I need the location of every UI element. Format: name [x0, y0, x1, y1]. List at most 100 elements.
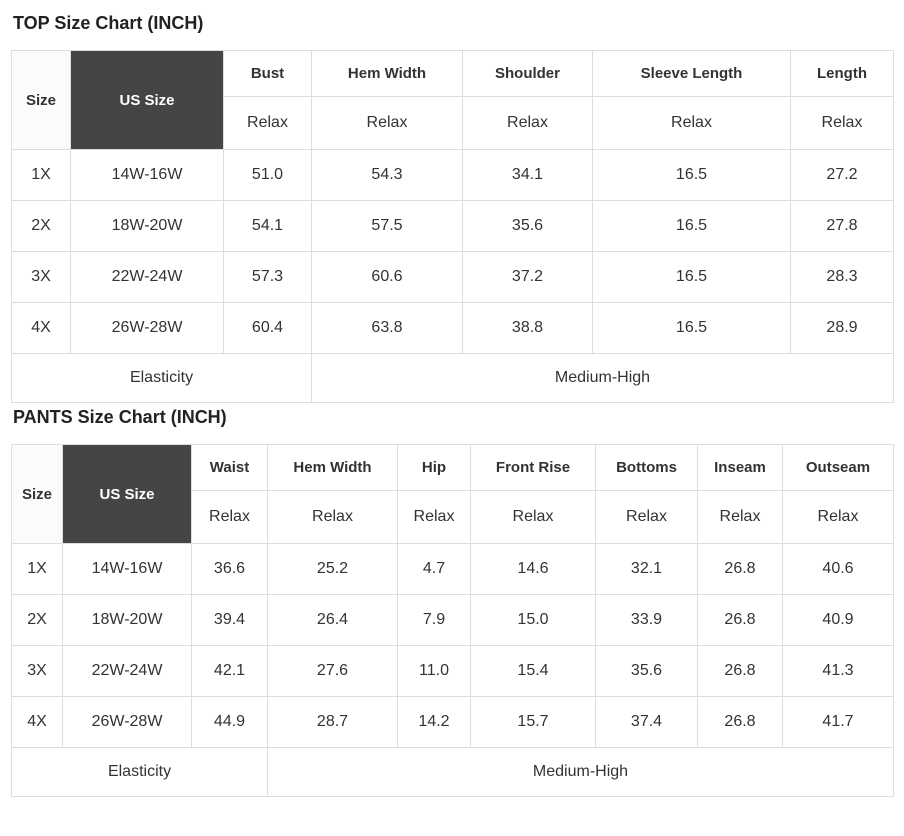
- fit-type-cell: Relax: [191, 490, 268, 544]
- measure-header-cell: Inseam: [697, 444, 783, 491]
- us-size-cell: 18W-20W: [70, 200, 224, 252]
- measurement-value-cell: 37.2: [462, 251, 593, 303]
- measure-header-cell: Shoulder: [462, 50, 593, 97]
- fit-type-cell: Relax: [595, 490, 698, 544]
- measurement-value-cell: 26.4: [267, 594, 398, 646]
- measure-header-row: Size US Size Bust Hem Width Shoulder Sleeve L…: [11, 50, 894, 150]
- fit-type-cell: Relax: [782, 490, 894, 544]
- measurement-value-cell: 51.0: [223, 149, 312, 201]
- elasticity-label-cell: Elasticity: [11, 747, 268, 797]
- measurement-value-cell: 57.5: [311, 200, 463, 252]
- measurement-value-cell: 41.7: [782, 696, 894, 748]
- size-row-1x: 1X 14W-16W 36.6 25.2 4.7 14.6 32.1 26.8 40.6: [11, 543, 894, 595]
- measurement-value-cell: 35.6: [462, 200, 593, 252]
- measurement-value-cell: 16.5: [592, 302, 791, 354]
- size-row-2x: 2X 18W-20W 39.4 26.4 7.9 15.0 33.9 26.8 40.9: [11, 594, 894, 646]
- measurement-value-cell: 4.7: [397, 543, 471, 595]
- measurement-value-cell: 28.7: [267, 696, 398, 748]
- elasticity-value-cell: Medium-High: [267, 747, 894, 797]
- size-cell: 3X: [11, 251, 71, 303]
- measurement-value-cell: 60.4: [223, 302, 312, 354]
- measurement-value-cell: 54.3: [311, 149, 463, 201]
- us-size-cell: 26W-28W: [62, 696, 192, 748]
- size-header-cell: Size: [11, 50, 71, 150]
- us-size-cell: 14W-16W: [62, 543, 192, 595]
- measurement-value-cell: 27.8: [790, 200, 894, 252]
- measurement-value-cell: 26.8: [697, 543, 783, 595]
- pants-size-chart-section: PANTS Size Chart (INCH) Size US Size Waist…: [11, 407, 894, 797]
- measurement-value-cell: 42.1: [191, 645, 268, 697]
- us-size-cell: 18W-20W: [62, 594, 192, 646]
- fit-type-cell: Relax: [311, 96, 463, 150]
- size-charts-page: TOP Size Chart (INCH) Size US Size Bust Hem…: [11, 13, 894, 797]
- fit-type-cell: Relax: [697, 490, 783, 544]
- measurement-value-cell: 26.8: [697, 645, 783, 697]
- measurement-value-cell: 44.9: [191, 696, 268, 748]
- elasticity-row: Elasticity Medium-High: [11, 747, 894, 797]
- measurement-value-cell: 37.4: [595, 696, 698, 748]
- size-cell: 4X: [11, 696, 63, 748]
- measurement-value-cell: 32.1: [595, 543, 698, 595]
- measure-header-cell: Hip: [397, 444, 471, 491]
- measure-header-cell: Hem Width: [311, 50, 463, 97]
- measurement-value-cell: 54.1: [223, 200, 312, 252]
- fit-type-cell: Relax: [267, 490, 398, 544]
- fit-type-row: Relax Relax Relax Relax Relax Relax Relax: [12, 490, 894, 544]
- measurement-value-cell: 7.9: [397, 594, 471, 646]
- size-row-2x: 2X 18W-20W 54.1 57.5 35.6 16.5 27.8: [11, 200, 894, 252]
- fit-type-cell: Relax: [790, 96, 894, 150]
- measurement-value-cell: 16.5: [592, 200, 791, 252]
- size-cell: 2X: [11, 594, 63, 646]
- us-size-cell: 26W-28W: [70, 302, 224, 354]
- us-size-cell: 22W-24W: [70, 251, 224, 303]
- measurement-value-cell: 15.0: [470, 594, 596, 646]
- us-size-cell: 22W-24W: [62, 645, 192, 697]
- measurement-value-cell: 36.6: [191, 543, 268, 595]
- measure-header-cell: Waist: [191, 444, 268, 491]
- elasticity-label-cell: Elasticity: [11, 353, 312, 403]
- fit-type-row: Relax Relax Relax Relax Relax: [12, 96, 894, 150]
- measurement-value-cell: 41.3: [782, 645, 894, 697]
- measurement-value-cell: 15.4: [470, 645, 596, 697]
- us-size-header-cell: US Size: [70, 50, 224, 150]
- us-size-header-cell: US Size: [62, 444, 192, 544]
- size-row-4x: 4X 26W-28W 44.9 28.7 14.2 15.7 37.4 26.8 41.7: [11, 696, 894, 748]
- measurement-value-cell: 33.9: [595, 594, 698, 646]
- size-cell: 3X: [11, 645, 63, 697]
- size-cell: 2X: [11, 200, 71, 252]
- measurement-value-cell: 60.6: [311, 251, 463, 303]
- top-size-chart-table: Size US Size Bust Hem Width Shoulder Sleeve L…: [11, 50, 894, 403]
- measurement-value-cell: 14.2: [397, 696, 471, 748]
- size-header-cell: Size: [11, 444, 63, 544]
- size-cell: 1X: [11, 543, 63, 595]
- size-row-4x: 4X 26W-28W 60.4 63.8 38.8 16.5 28.9: [11, 302, 894, 354]
- fit-type-cell: Relax: [470, 490, 596, 544]
- elasticity-row: Elasticity Medium-High: [11, 353, 894, 403]
- measure-header-cell: Bottoms: [595, 444, 698, 491]
- size-row-3x: 3X 22W-24W 57.3 60.6 37.2 16.5 28.3: [11, 251, 894, 303]
- us-size-cell: 14W-16W: [70, 149, 224, 201]
- fit-type-cell: Relax: [462, 96, 593, 150]
- fit-type-cell: Relax: [397, 490, 471, 544]
- measure-header-cell: Bust: [223, 50, 312, 97]
- measurement-value-cell: 35.6: [595, 645, 698, 697]
- measurement-value-cell: 57.3: [223, 251, 312, 303]
- measure-header-cell: Outseam: [782, 444, 894, 491]
- size-row-3x: 3X 22W-24W 42.1 27.6 11.0 15.4 35.6 26.8 41.3: [11, 645, 894, 697]
- measurement-value-cell: 28.3: [790, 251, 894, 303]
- measurement-value-cell: 27.6: [267, 645, 398, 697]
- top-size-chart-title: TOP Size Chart (INCH): [13, 13, 204, 33]
- measurement-value-cell: 26.8: [697, 594, 783, 646]
- measurement-value-cell: 63.8: [311, 302, 463, 354]
- elasticity-value-cell: Medium-High: [311, 353, 894, 403]
- measurement-value-cell: 27.2: [790, 149, 894, 201]
- measurement-value-cell: 16.5: [592, 251, 791, 303]
- top-size-chart-section: TOP Size Chart (INCH) Size US Size Bust Hem…: [11, 13, 894, 403]
- measurement-value-cell: 15.7: [470, 696, 596, 748]
- fit-type-cell: Relax: [223, 96, 312, 150]
- measurement-value-cell: 11.0: [397, 645, 471, 697]
- measurement-value-cell: 34.1: [462, 149, 593, 201]
- measure-header-cell: Hem Width: [267, 444, 398, 491]
- measure-header-row: Size US Size Waist Hem Width Hip Front Rise Bo…: [11, 444, 894, 544]
- measurement-value-cell: 25.2: [267, 543, 398, 595]
